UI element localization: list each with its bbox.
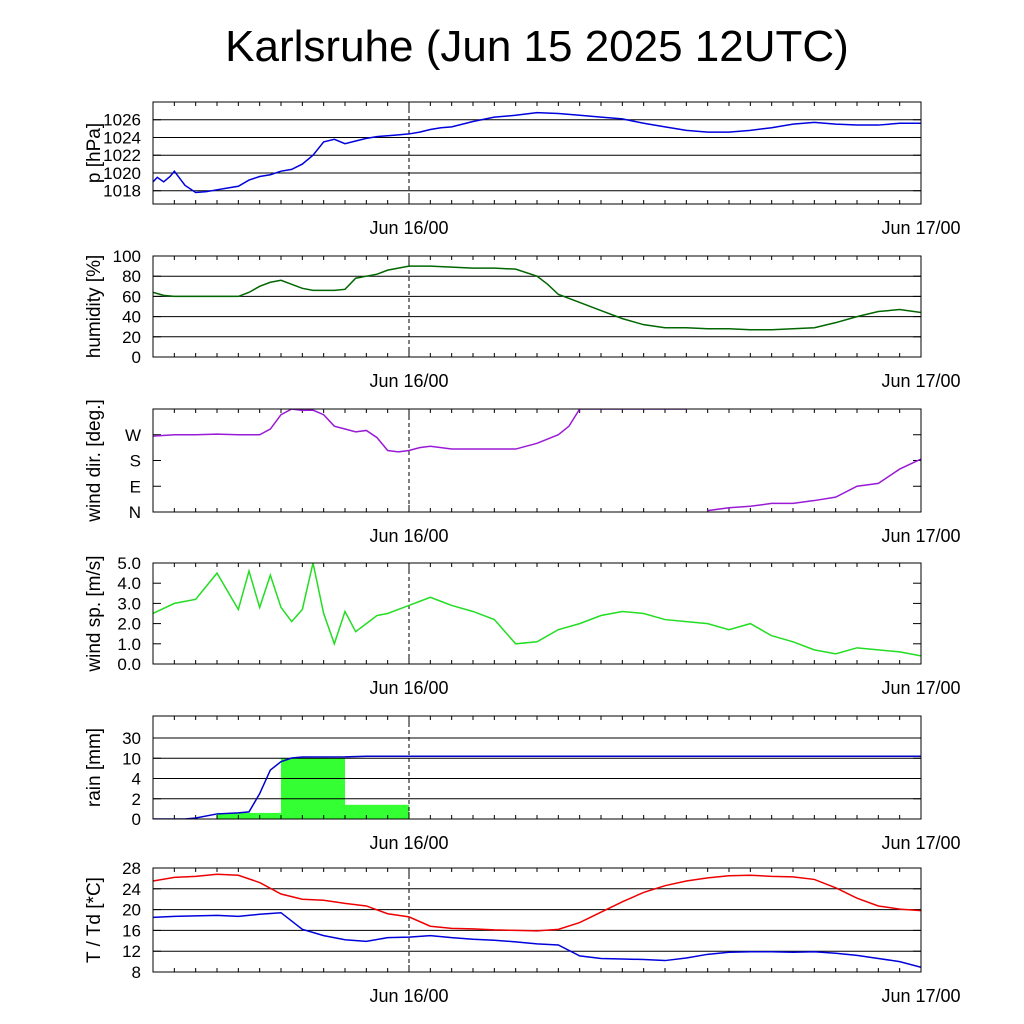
y-tick-label: 1024 bbox=[103, 128, 141, 147]
series-line bbox=[153, 111, 921, 194]
y-axis-label: rain [mm] bbox=[84, 728, 105, 807]
y-tick-label: 0 bbox=[132, 348, 141, 367]
x-tick-label: Jun 16/00 bbox=[369, 678, 448, 698]
y-tick-label: 16 bbox=[122, 921, 141, 940]
rain-bar bbox=[345, 804, 409, 819]
rain-bar bbox=[281, 758, 345, 819]
y-axis-label: T / Td [*C] bbox=[84, 877, 105, 963]
rain-bar bbox=[217, 812, 281, 819]
series-line bbox=[153, 265, 921, 331]
chart-title: Karlsruhe (Jun 15 2025 12UTC) bbox=[225, 22, 849, 71]
x-tick-label: Jun 16/00 bbox=[369, 371, 448, 391]
panel-wind-speed: 0.01.02.0 3.04.05.0 wind sp. [m/s] Jun 16/0… bbox=[84, 554, 961, 698]
plot-frame bbox=[152, 255, 922, 358]
series-line bbox=[153, 563, 921, 657]
y-tick-label: 4.0 bbox=[117, 574, 141, 593]
series-line bbox=[153, 911, 921, 969]
series-line bbox=[153, 755, 921, 819]
x-tick-label: Jun 17/00 bbox=[881, 986, 960, 1006]
y-tick-label: 80 bbox=[122, 267, 141, 286]
y-axis-label: wind dir. [deg.] bbox=[84, 399, 105, 523]
y-tick-label: 1018 bbox=[103, 182, 141, 201]
y-tick-label: W bbox=[125, 426, 141, 445]
y-tick-label: N bbox=[129, 503, 141, 522]
x-tick-label: Jun 16/00 bbox=[369, 986, 448, 1006]
y-tick-label: 40 bbox=[122, 308, 141, 327]
y-tick-label: 2 bbox=[132, 790, 141, 809]
y-tick-label: 60 bbox=[122, 287, 141, 306]
y-tick-label: 28 bbox=[122, 859, 141, 878]
y-tick-label: 5.0 bbox=[117, 554, 141, 573]
y-tick-label: 30 bbox=[122, 729, 141, 748]
x-tick-label: Jun 17/00 bbox=[881, 371, 960, 391]
plot-frame bbox=[152, 715, 922, 820]
y-axis-label: p [hPa] bbox=[84, 123, 105, 183]
y-tick-label: E bbox=[130, 477, 141, 496]
x-tick-label: Jun 17/00 bbox=[881, 526, 960, 546]
y-tick-label: 10 bbox=[122, 749, 141, 768]
y-axis-label: humidity [%] bbox=[84, 255, 105, 358]
y-tick-label: 4 bbox=[132, 770, 141, 789]
x-tick-label: Jun 17/00 bbox=[881, 833, 960, 853]
y-tick-label: 1026 bbox=[103, 111, 141, 130]
y-tick-label: 24 bbox=[122, 880, 141, 899]
y-tick-label: 8 bbox=[132, 963, 141, 982]
y-axis-label: wind sp. [m/s] bbox=[84, 555, 105, 672]
x-tick-label: Jun 16/00 bbox=[369, 526, 448, 546]
plot-frame bbox=[152, 867, 922, 973]
x-tick-label: Jun 16/00 bbox=[369, 218, 448, 238]
y-tick-label: 1022 bbox=[103, 146, 141, 165]
y-tick-label: 0 bbox=[132, 810, 141, 829]
x-tick-label: Jun 17/00 bbox=[881, 218, 960, 238]
plot-frame bbox=[152, 101, 922, 205]
y-tick-label: 1020 bbox=[103, 164, 141, 183]
y-tick-label: 1.0 bbox=[117, 635, 141, 654]
x-tick-label: Jun 16/00 bbox=[369, 833, 448, 853]
y-tick-label: 20 bbox=[122, 328, 141, 347]
y-tick-label: 3.0 bbox=[117, 594, 141, 613]
series-line bbox=[153, 409, 921, 512]
y-tick-label: 0.0 bbox=[117, 655, 141, 674]
y-tick-label: 12 bbox=[122, 942, 141, 961]
plot-frame bbox=[152, 408, 922, 513]
series-line bbox=[153, 873, 921, 932]
y-tick-label: 100 bbox=[113, 247, 141, 266]
y-tick-label: 20 bbox=[122, 901, 141, 920]
x-tick-label: Jun 17/00 bbox=[881, 678, 960, 698]
y-tick-label: S bbox=[130, 452, 141, 471]
y-tick-label: 2.0 bbox=[117, 615, 141, 634]
plot-frame bbox=[152, 562, 922, 665]
